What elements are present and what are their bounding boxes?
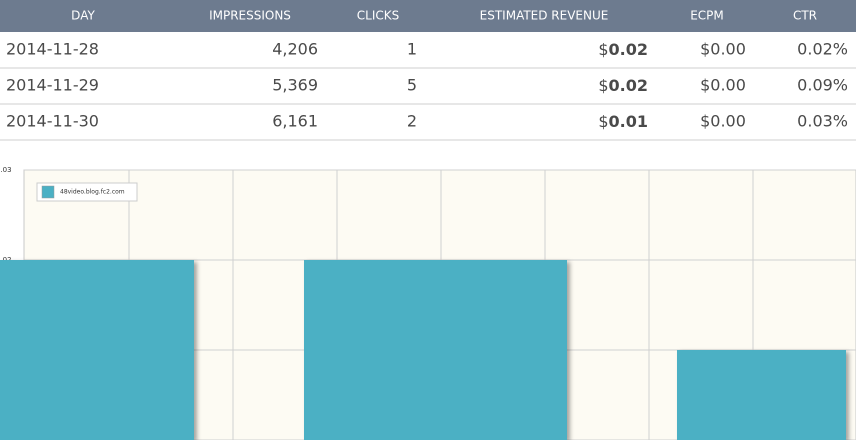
table-header [0, 0, 856, 32]
revenue-cell: $0.02 [598, 40, 648, 59]
table-cell: 2014-11-29 [6, 76, 99, 95]
bar [304, 260, 567, 440]
content: DAY IMPRESSIONS CLICKS ESTIMATED REVENUE ECP… [0, 9, 856, 440]
table-cell: $0.00 [700, 40, 746, 59]
column-header: IMPRESSIONS [209, 9, 291, 23]
table-cell: 6,161 [272, 112, 318, 131]
table-cell: 0.02% [797, 40, 848, 59]
table-cell: 4,206 [272, 40, 318, 59]
revenue-cell: $0.01 [598, 112, 648, 131]
table-cell: $0.00 [700, 76, 746, 95]
legend-box [36, 182, 138, 202]
amount: 0.02 [609, 76, 648, 95]
table-cell: 2014-11-28 [6, 40, 99, 59]
bar [677, 350, 846, 440]
currency: $ [598, 76, 608, 95]
table-cell: 0.03% [797, 112, 848, 131]
table-cell: 5,369 [272, 76, 318, 95]
amount: 0.01 [609, 112, 648, 131]
table-cell: 2014-11-30 [6, 112, 99, 131]
table-cell: 1 [407, 40, 417, 59]
legend-label: 48video.blog.fc2.com [60, 189, 125, 196]
column-header: CLICKS [357, 9, 399, 23]
table-cell: 5 [407, 76, 417, 95]
legend-swatch [41, 185, 55, 199]
table-cell: 2 [407, 112, 417, 131]
revenue-cell: $0.02 [598, 76, 648, 95]
currency: $ [598, 112, 608, 131]
column-header: ESTIMATED REVENUE [480, 9, 609, 23]
y-tick-label: 0.03 [0, 166, 12, 174]
bar [0, 260, 194, 440]
column-header: DAY [71, 9, 95, 23]
table-cell: $0.00 [700, 112, 746, 131]
column-header: CTR [793, 9, 817, 23]
currency: $ [598, 40, 608, 59]
table-cell: 0.09% [797, 76, 848, 95]
amount: 0.02 [609, 40, 648, 59]
column-header: ECPM [690, 9, 724, 23]
